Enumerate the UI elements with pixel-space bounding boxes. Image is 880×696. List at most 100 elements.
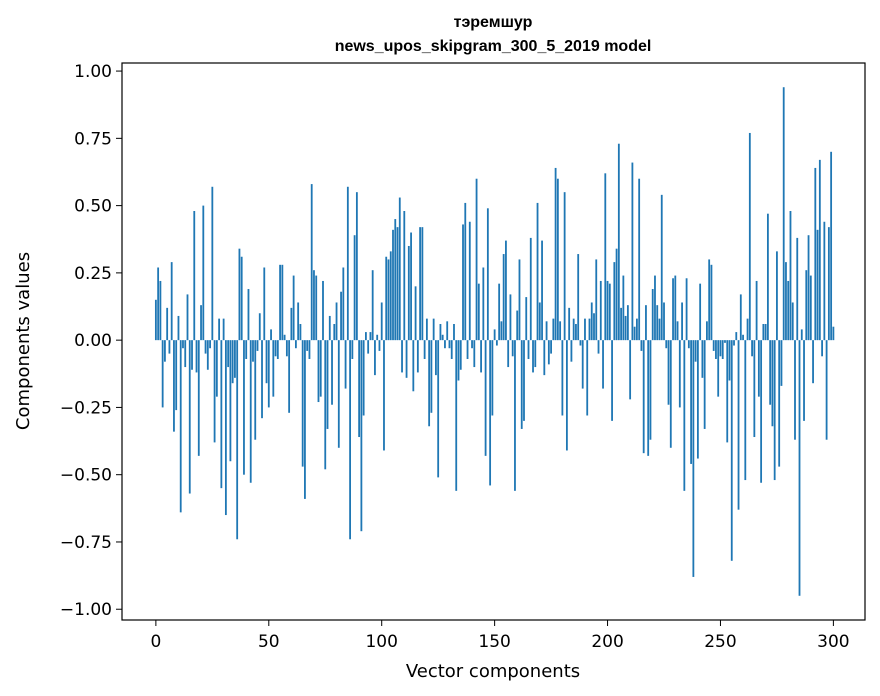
x-tick-label: 200 (591, 632, 623, 652)
bar-81 (337, 340, 340, 448)
bar-271 (766, 213, 769, 341)
bar-32 (227, 340, 230, 368)
bar-0 (154, 299, 157, 341)
bar-184 (570, 340, 573, 362)
bar-80 (335, 302, 338, 341)
bar-179 (559, 321, 562, 341)
bar-216 (642, 340, 645, 454)
bar-227 (667, 340, 670, 405)
bar-161 (518, 259, 521, 341)
bar-7 (170, 262, 173, 341)
bar-202 (611, 340, 613, 421)
bar-160 (516, 310, 519, 341)
bar-163 (523, 340, 525, 421)
bar-106 (394, 219, 397, 341)
y-tick-label: −0.25 (60, 398, 112, 418)
bar-12 (182, 340, 184, 349)
bar-262 (746, 318, 749, 341)
bar-254 (728, 340, 731, 381)
bar-78 (331, 340, 333, 405)
bar-225 (663, 302, 665, 341)
bar-33 (229, 340, 232, 462)
bar-91 (360, 340, 363, 532)
bar-144 (480, 340, 482, 373)
bar-122 (430, 340, 433, 413)
bar-140 (471, 340, 473, 349)
bar-56 (281, 264, 284, 341)
bar-284 (796, 237, 799, 341)
bar-265 (753, 340, 756, 438)
y-tick-label: 0.75 (74, 129, 112, 149)
bar-130 (448, 340, 451, 349)
bar-27 (215, 340, 218, 397)
bar-297 (825, 340, 828, 440)
bar-101 (383, 340, 385, 451)
bar-224 (660, 194, 663, 341)
bar-131 (450, 340, 453, 359)
bar-148 (489, 340, 492, 486)
bar-189 (581, 340, 584, 389)
bar-207 (622, 275, 625, 341)
bar-188 (579, 340, 582, 346)
bar-274 (773, 340, 776, 481)
bar-200 (606, 280, 609, 341)
bar-156 (507, 340, 510, 368)
bar-159 (514, 340, 516, 491)
bar-251 (721, 340, 724, 359)
bar-215 (640, 340, 643, 351)
bar-260 (742, 334, 744, 341)
bar-44 (254, 340, 257, 440)
bar-2 (159, 280, 162, 341)
y-axis-label: Components values (13, 252, 34, 430)
bar-128 (444, 340, 446, 349)
bar-166 (529, 237, 532, 341)
bar-94 (367, 340, 370, 354)
bar-68 (308, 340, 311, 359)
bar-266 (755, 280, 758, 341)
bar-167 (532, 340, 534, 373)
bar-259 (739, 294, 742, 341)
bar-253 (726, 340, 729, 443)
bar-213 (636, 318, 638, 341)
bar-246 (710, 264, 713, 341)
bar-119 (423, 340, 426, 359)
bar-186 (575, 324, 577, 341)
bar-187 (577, 254, 580, 341)
bar-87 (351, 340, 354, 359)
bar-168 (534, 340, 537, 368)
bars-group (154, 87, 835, 596)
bar-115 (414, 286, 417, 341)
bar-95 (369, 332, 372, 341)
bar-22 (204, 340, 207, 354)
bar-16 (191, 340, 193, 370)
bar-107 (396, 227, 399, 341)
bar-278 (782, 87, 785, 341)
bar-118 (421, 227, 424, 341)
bar-237 (690, 340, 693, 464)
bar-36 (236, 340, 239, 540)
bar-137 (464, 202, 467, 341)
bar-165 (527, 340, 530, 359)
bar-141 (473, 340, 476, 368)
bar-201 (608, 283, 611, 341)
bar-10 (177, 315, 180, 341)
bar-145 (482, 267, 485, 341)
bar-205 (617, 143, 620, 341)
bar-18 (195, 340, 198, 373)
bar-6 (168, 340, 171, 354)
bar-181 (563, 192, 566, 341)
bar-112 (407, 245, 410, 341)
bar-275 (776, 251, 778, 341)
bar-125 (437, 340, 440, 478)
bar-169 (536, 202, 539, 341)
bar-54 (276, 340, 279, 359)
y-tick-label: −0.75 (60, 533, 112, 553)
y-tick-label: 0.00 (74, 331, 112, 351)
bar-255 (730, 340, 733, 561)
bar-146 (484, 340, 487, 456)
x-axis: 0 50 100 150 200 250 300 (150, 620, 850, 652)
bar-104 (389, 251, 392, 341)
bar-92 (362, 340, 365, 416)
bar-86 (349, 340, 351, 540)
bar-57 (283, 334, 286, 341)
